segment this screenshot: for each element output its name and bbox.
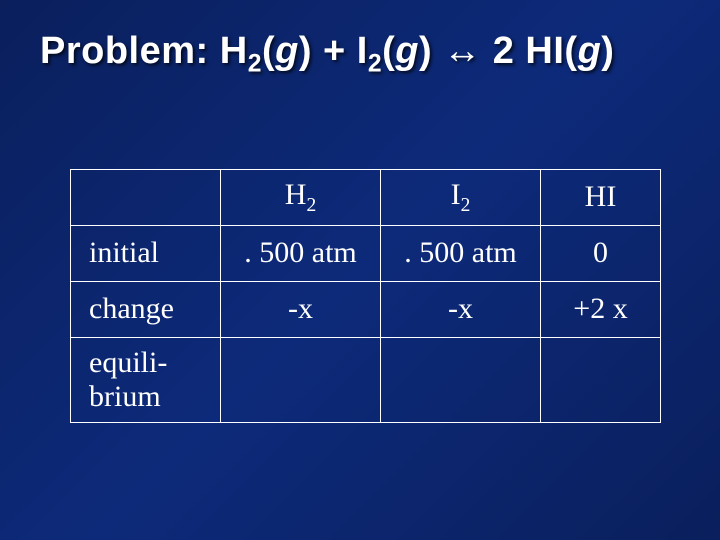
ice-table: H2 I2 HI initial . 500 atm . 500 atm 0 c…: [70, 169, 661, 423]
cell-change-i2: -x: [381, 281, 541, 337]
slide-title: Problem: H2(g) + I2(g) ↔ 2 HI(g): [40, 30, 680, 79]
cell-change-hi: +2 x: [541, 281, 661, 337]
row-head-initial: initial: [71, 225, 221, 281]
table-row: initial . 500 atm . 500 atm 0: [71, 225, 661, 281]
cell-eq-hi: [541, 337, 661, 422]
header-h2-sub: 2: [306, 195, 316, 216]
equilibrium-line1: equili-: [89, 346, 167, 379]
table-header-row: H2 I2 HI: [71, 169, 661, 225]
title-h-sub: 2: [248, 51, 262, 78]
header-i2: I2: [381, 169, 541, 225]
header-empty-cell: [71, 169, 221, 225]
cell-initial-h2: . 500 atm: [221, 225, 381, 281]
slide: Problem: H2(g) + I2(g) ↔ 2 HI(g) H2 I2 H…: [0, 0, 720, 540]
title-g-1: g: [275, 30, 299, 72]
row-head-change: change: [71, 281, 221, 337]
title-paren-3: ): [601, 30, 614, 72]
cell-initial-i2: . 500 atm: [381, 225, 541, 281]
title-paren-1: (: [262, 30, 275, 72]
header-hi: HI: [541, 169, 661, 225]
title-g-3: g: [578, 30, 602, 72]
title-text-1: Problem: H: [40, 30, 248, 72]
title-paren-2: (: [382, 30, 395, 72]
ice-table-container: H2 I2 HI initial . 500 atm . 500 atm 0 c…: [70, 169, 680, 423]
cell-initial-hi: 0: [541, 225, 661, 281]
title-i-sub: 2: [368, 51, 382, 78]
table-row: change -x -x +2 x: [71, 281, 661, 337]
cell-eq-i2: [381, 337, 541, 422]
title-text-2: ) + I: [299, 30, 368, 72]
header-i2-sub: 2: [461, 195, 471, 216]
cell-change-h2: -x: [221, 281, 381, 337]
equilibrium-line2: brium: [89, 380, 161, 413]
header-h2-main: H: [285, 178, 307, 211]
title-g-2: g: [395, 30, 419, 72]
header-h2: H2: [221, 169, 381, 225]
cell-eq-h2: [221, 337, 381, 422]
row-head-equilibrium: equili-brium: [71, 337, 221, 422]
table-row: equili-brium: [71, 337, 661, 422]
header-hi-main: HI: [585, 180, 617, 213]
header-i2-main: I: [451, 178, 461, 211]
title-text-3: ) ↔ 2 HI(: [419, 30, 578, 72]
